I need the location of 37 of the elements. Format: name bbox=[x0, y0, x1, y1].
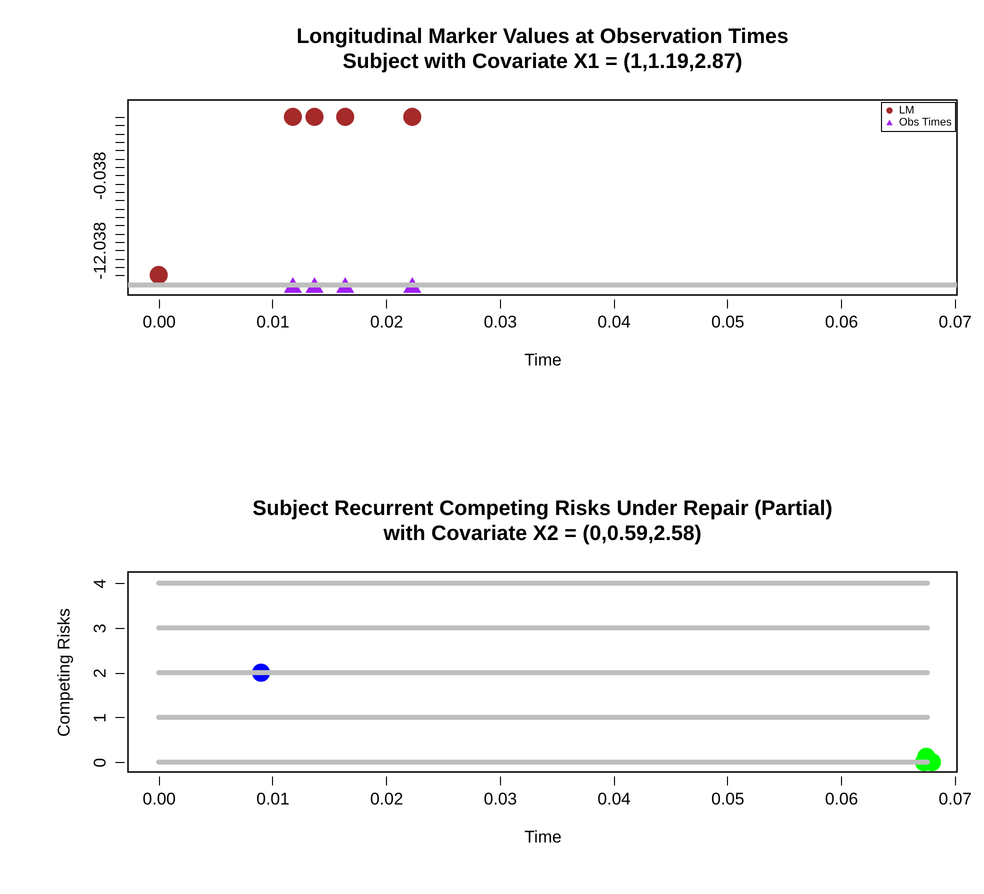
x-tick-label: 0.02 bbox=[370, 312, 404, 332]
y-tick-label: 1 bbox=[90, 713, 110, 723]
x-tick-label: 0.07 bbox=[938, 790, 972, 808]
y-tick-label: -12.038 bbox=[90, 222, 110, 280]
x-axis-title: Time bbox=[524, 828, 562, 846]
x-tick-label: 0.05 bbox=[711, 790, 744, 808]
x-tick-label: 0.03 bbox=[484, 790, 517, 808]
point bbox=[150, 266, 168, 284]
x-tick-label: 0.06 bbox=[824, 312, 858, 332]
x-tick-label: 0.02 bbox=[370, 790, 404, 808]
x-tick-label: 0.03 bbox=[484, 312, 517, 332]
chart-title: Longitudinal Marker Values at Observation Times bbox=[296, 25, 789, 48]
y-tick-label: 3 bbox=[90, 624, 110, 634]
y-tick-label: -0.038 bbox=[90, 152, 110, 200]
x-tick-label: 0.05 bbox=[711, 312, 744, 332]
chart-subtitle: Subject with Covariate X1 = (1,1.19,2.87) bbox=[342, 50, 742, 73]
x-tick-label: 0.00 bbox=[142, 790, 176, 808]
y-tick-label: 2 bbox=[90, 668, 110, 678]
x-tick-label: 0.04 bbox=[598, 312, 631, 332]
legend-label: LM bbox=[899, 104, 914, 116]
x-tick-label: 0.00 bbox=[142, 312, 176, 332]
point bbox=[336, 108, 354, 126]
point bbox=[403, 108, 422, 126]
x-tick-label: 0.04 bbox=[598, 790, 631, 808]
x-tick-label: 0.01 bbox=[256, 790, 290, 808]
x-axis-title: Time bbox=[524, 350, 562, 370]
x-tick-label: 0.01 bbox=[256, 312, 290, 332]
y-tick-label: 4 bbox=[90, 578, 110, 588]
x-tick-label: 0.07 bbox=[938, 312, 972, 332]
x-tick-label: 0.06 bbox=[824, 790, 858, 808]
chart-title: Subject Recurrent Competing Risks Under Repair (Partial) bbox=[252, 497, 832, 520]
chart-subtitle: with Covariate X2 = (0,0.59,2.58) bbox=[382, 522, 702, 545]
point bbox=[305, 108, 324, 126]
y-tick-label: 0 bbox=[90, 758, 110, 768]
y-axis-title: Competing Risks bbox=[54, 608, 74, 737]
point bbox=[284, 108, 302, 126]
legend-label: Obs Times bbox=[899, 116, 952, 128]
